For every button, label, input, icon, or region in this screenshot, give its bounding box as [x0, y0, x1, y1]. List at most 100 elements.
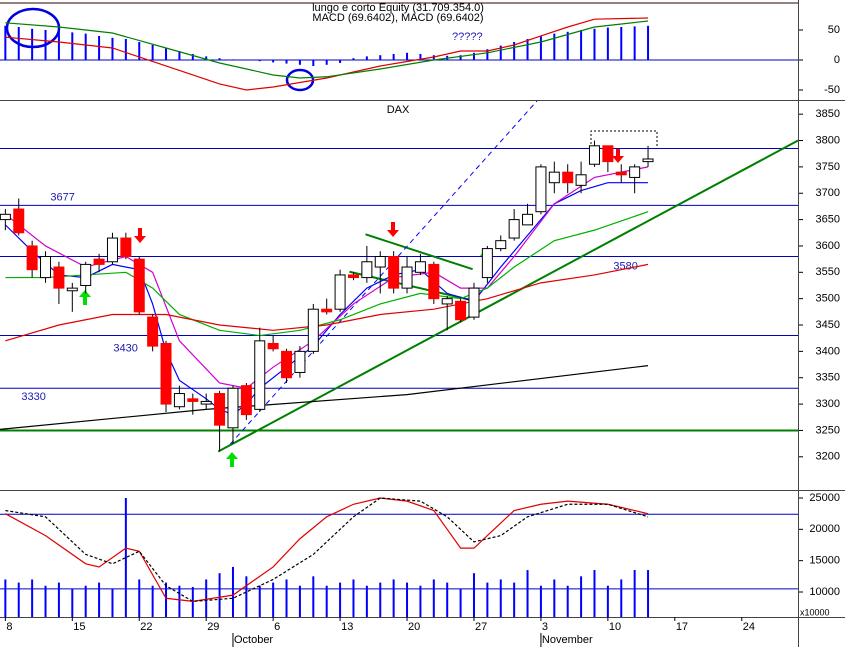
histogram-bar: [44, 585, 47, 617]
histogram-bar: [486, 49, 489, 60]
month-label: November: [542, 634, 593, 646]
histogram-bar: [285, 59, 288, 64]
histogram-bar: [566, 585, 569, 617]
histogram-bar: [526, 570, 529, 617]
candle-body: [267, 342, 279, 350]
candle-body: [642, 158, 654, 163]
histogram-bar: [4, 579, 7, 617]
candle-body: [120, 237, 132, 257]
y-tick-label: 3600: [816, 240, 840, 252]
trend-line: [217, 139, 799, 453]
up-arrow: [79, 290, 91, 305]
histogram-bar: [419, 585, 422, 617]
histogram-bar: [446, 582, 449, 617]
y-tick-label: 3850: [816, 108, 840, 120]
down-arrow: [387, 222, 399, 237]
candle-body: [522, 213, 534, 226]
histogram-bar: [499, 579, 502, 617]
candle-body: [160, 342, 172, 405]
candle-body: [615, 171, 627, 176]
histogram-bar: [459, 55, 462, 60]
x-tick-label: 8: [6, 621, 12, 633]
candle-body: [26, 245, 38, 271]
y-tick-label: 3700: [816, 187, 840, 199]
trend-line: [365, 233, 473, 271]
x-tick-label: 20: [408, 621, 420, 633]
y-tick-label: 3500: [816, 293, 840, 305]
y-tick-label: 3750: [816, 161, 840, 173]
candle-body: [455, 300, 467, 321]
histogram-bar: [17, 582, 20, 617]
histogram-bar: [151, 585, 154, 617]
histogram-bar: [580, 576, 583, 617]
histogram-bar: [165, 47, 168, 60]
histogram-bar: [17, 26, 20, 60]
histogram-bar: [71, 32, 74, 60]
candle-body: [321, 308, 333, 313]
histogram-bar: [580, 29, 583, 60]
histogram-bar: [352, 579, 355, 617]
candle-body: [307, 308, 319, 352]
indicator-line: [4, 182, 649, 416]
macd-title: MACD (69.6402), MACD (69.6402): [312, 12, 483, 24]
indicator-line: [5, 20, 649, 79]
histogram-bar: [459, 588, 462, 617]
x-tick-label: 6: [274, 621, 280, 633]
histogram-bar: [218, 58, 221, 60]
histogram-bar: [647, 25, 650, 60]
histogram-bar: [486, 582, 489, 617]
candle-body: [227, 387, 239, 429]
histogram-bar: [472, 573, 475, 617]
candle-body: [508, 219, 520, 239]
y-tick-label: 20000: [809, 523, 840, 535]
down-arrow: [612, 148, 624, 163]
histogram-bar: [539, 35, 542, 60]
candle-body: [66, 287, 78, 292]
histogram-bar: [339, 59, 342, 63]
histogram-bar: [392, 579, 395, 617]
y-tick-label: 3250: [816, 424, 840, 436]
histogram-bar: [44, 29, 47, 60]
candle-body: [629, 166, 641, 178]
histogram-bar: [620, 579, 623, 617]
histogram-bar: [406, 582, 409, 617]
histogram-bar: [258, 59, 261, 62]
histogram-bar: [325, 585, 328, 617]
candle-body: [441, 298, 453, 305]
histogram-bar: [325, 59, 328, 65]
unit-label: x10000: [800, 607, 830, 617]
x-tick-label: 27: [475, 621, 487, 633]
histogram-bar: [57, 582, 60, 617]
histogram-bar: [31, 579, 34, 617]
candle-body: [401, 266, 413, 289]
x-tick-label: 22: [140, 621, 152, 633]
histogram-bar: [111, 37, 114, 60]
trend-line: [229, 100, 538, 445]
candle-body: [281, 350, 293, 379]
x-tick-label: 10: [609, 621, 621, 633]
annotation: ?????: [452, 31, 483, 43]
histogram-bar: [392, 53, 395, 60]
histogram-bar: [84, 33, 87, 60]
candle-body: [13, 208, 25, 234]
histogram-bar: [606, 585, 609, 617]
candle-body: [294, 350, 306, 373]
candle-body: [93, 258, 105, 265]
y-tick-label: 25000: [809, 492, 840, 504]
histogram-bar: [620, 26, 623, 60]
histogram-bar: [553, 579, 556, 617]
down-arrow: [134, 228, 146, 243]
histogram-bar: [258, 585, 261, 617]
y-tick-label: -50: [824, 84, 840, 96]
histogram-bar: [298, 585, 301, 617]
candle-body: [0, 213, 11, 221]
histogram-bar: [245, 576, 248, 617]
equity-title: lungo e corto Equity (31.709.354.0): [312, 2, 484, 14]
y-tick-label: 15000: [809, 555, 840, 567]
histogram-bar: [4, 25, 7, 60]
histogram-bar: [647, 570, 650, 617]
month-label: October: [234, 634, 273, 646]
histogram-bar: [272, 59, 275, 63]
candle-body: [535, 166, 547, 213]
